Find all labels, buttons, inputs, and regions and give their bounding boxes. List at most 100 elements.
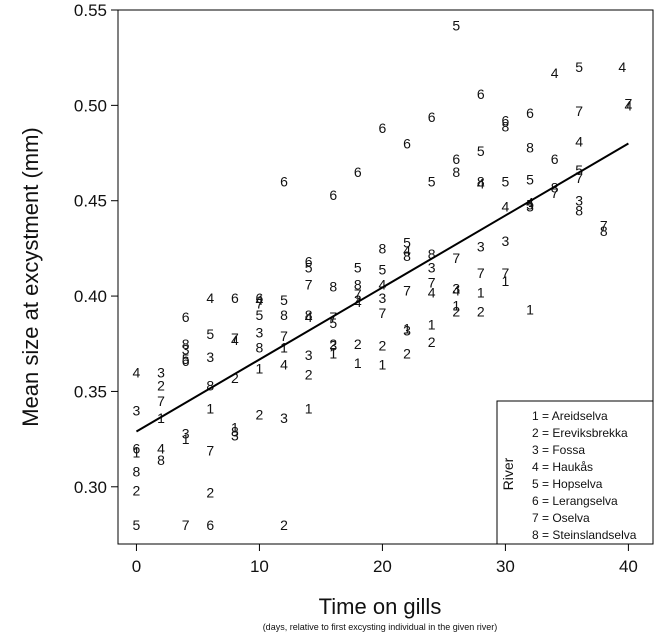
- data-point: 7: [182, 517, 190, 533]
- data-point: 8: [231, 423, 239, 439]
- data-point: 3: [575, 193, 583, 209]
- data-point: 5: [526, 172, 534, 188]
- data-point: 1: [452, 298, 460, 314]
- legend-title: River: [500, 457, 516, 490]
- data-point: 3: [526, 198, 534, 214]
- y-tick-label: 0.50: [74, 96, 107, 115]
- data-point: 2: [256, 406, 264, 422]
- legend-entry: 3 = Fossa: [532, 443, 585, 457]
- data-point: 5: [575, 59, 583, 75]
- data-point: 1: [231, 420, 239, 436]
- data-point: 2: [305, 366, 313, 382]
- data-point: 7: [575, 103, 583, 119]
- data-point: 2: [157, 378, 165, 394]
- data-point: 7: [354, 286, 362, 302]
- data-point: 5: [403, 235, 411, 251]
- data-point: 4: [157, 441, 165, 457]
- data-point: 4: [305, 309, 313, 325]
- data-point: 7: [551, 185, 559, 201]
- data-point: 2: [428, 334, 436, 350]
- data-point: 1: [403, 320, 411, 336]
- regression-line: [135, 142, 629, 433]
- data-point: 3: [182, 341, 190, 357]
- x-tick-label: 0: [132, 557, 141, 576]
- data-point: 1: [477, 284, 485, 300]
- data-point: 6: [379, 120, 387, 136]
- data-point: 6: [256, 290, 264, 306]
- data-point: 7: [305, 277, 313, 293]
- data-point: 3: [256, 324, 264, 340]
- y-tick-label: 0.30: [74, 478, 107, 497]
- data-point: 4: [403, 242, 411, 258]
- data-point: 7: [600, 218, 608, 234]
- data-point: 5: [206, 326, 214, 342]
- data-point: 5: [502, 174, 510, 190]
- data-point: 6: [182, 353, 190, 369]
- data-point: 3: [452, 280, 460, 296]
- data-point: 6: [231, 290, 239, 306]
- data-point: 3: [231, 427, 239, 443]
- data-point: 4: [379, 277, 387, 293]
- data-point: 7: [157, 393, 165, 409]
- data-point: 3: [206, 349, 214, 365]
- x-tick-label: 20: [373, 557, 392, 576]
- data-point: 6: [477, 86, 485, 102]
- data-point: 5: [329, 315, 337, 331]
- data-point: 4: [575, 134, 583, 150]
- legend-entry: 5 = Hopselva: [532, 477, 603, 491]
- data-point: 3: [428, 259, 436, 275]
- data-point: 1: [354, 355, 362, 371]
- x-axis-label: Time on gills: [319, 594, 442, 619]
- data-point: 3: [403, 322, 411, 338]
- data-point: 4: [477, 176, 485, 192]
- data-point: 3: [157, 364, 165, 380]
- data-point: 4: [133, 364, 141, 380]
- data-point: 8: [600, 223, 608, 239]
- data-point: 7: [256, 296, 264, 312]
- data-point: 2: [133, 483, 141, 499]
- data-point: 8: [477, 174, 485, 190]
- data-point: 3: [280, 410, 288, 426]
- legend-entries: 1 = Areidselva 2 = Ereviksbrekka 3 = Fossa…: [532, 409, 637, 542]
- data-point: 2: [379, 338, 387, 354]
- data-point: 8: [354, 277, 362, 293]
- x-tick-label: 10: [250, 557, 269, 576]
- data-point: 5: [256, 307, 264, 323]
- data-point: 6: [305, 254, 313, 270]
- y-tick-label: 0.40: [74, 287, 107, 306]
- data-point: 1: [133, 444, 141, 460]
- data-point: 6: [280, 174, 288, 190]
- data-point: 8: [575, 202, 583, 218]
- data-point: 1: [428, 317, 436, 333]
- data-point: 6: [206, 517, 214, 533]
- legend-entry: 7 = Oselva: [532, 511, 590, 525]
- data-point: 4: [231, 332, 239, 348]
- data-point: 1: [280, 340, 288, 356]
- data-point: 8: [526, 139, 534, 155]
- data-point: 2: [403, 345, 411, 361]
- data-point: 8: [379, 240, 387, 256]
- data-point: 8: [329, 279, 337, 295]
- data-point: 1: [526, 301, 534, 317]
- data-point: 5: [354, 259, 362, 275]
- data-point: 7: [206, 443, 214, 459]
- data-point: 5: [379, 261, 387, 277]
- data-point: 3: [182, 425, 190, 441]
- data-point: 3: [305, 347, 313, 363]
- data-point: 6: [133, 441, 141, 457]
- data-point: 8: [157, 452, 165, 468]
- data-point: 7: [379, 305, 387, 321]
- data-point: 7: [575, 170, 583, 186]
- data-point: 1: [206, 401, 214, 417]
- data-point: 8: [305, 307, 313, 323]
- data-point: 8: [428, 246, 436, 262]
- data-point: 4: [625, 97, 633, 113]
- data-point: 8: [452, 164, 460, 180]
- x-tick-label: 40: [619, 557, 638, 576]
- data-point: 3: [502, 233, 510, 249]
- data-point: 6: [354, 164, 362, 180]
- data-point: 8: [403, 248, 411, 264]
- data-point: 6: [182, 309, 190, 325]
- data-point: 5: [477, 143, 485, 159]
- data-point: 1: [256, 361, 264, 377]
